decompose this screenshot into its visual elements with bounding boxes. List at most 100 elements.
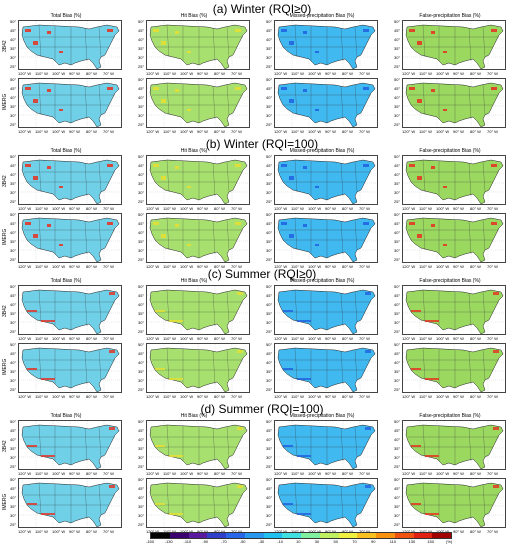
lat-label: 30°: [266, 378, 273, 383]
lat-label: 30°: [394, 455, 401, 460]
lat-label: 50°: [138, 19, 145, 24]
lon-label: 110° W: [35, 71, 48, 76]
lon-label: 120° W: [402, 336, 416, 341]
lon-label: 70° W: [231, 71, 242, 76]
lon-label: 90° W: [197, 471, 208, 476]
lat-label: 40°: [266, 495, 273, 500]
lon-label: 110° W: [291, 206, 304, 211]
lon-label: 90° W: [453, 264, 464, 269]
lon-label: 70° W: [487, 471, 498, 476]
lon-label: 120° W: [18, 71, 32, 76]
lat-label: 35°: [394, 239, 401, 244]
lon-label: 80° W: [86, 471, 97, 476]
lat-label: 45°: [394, 163, 401, 168]
lat-label: 30°: [138, 248, 145, 253]
lon-label: 70° W: [103, 471, 114, 476]
map-panel: Total Bias (%) 50° 45° 40° 35° 30° 25° 120° W 11…: [10, 13, 122, 78]
lat-label: 35°: [394, 504, 401, 509]
lon-label: 70° W: [103, 264, 114, 269]
lat-label: 45°: [138, 351, 145, 356]
lon-label: 90° W: [69, 129, 80, 134]
map-panel: Total Bias (%) 50° 45° 40° 35° 30° 25° 120° W 11…: [10, 413, 122, 478]
lat-label: 45°: [266, 163, 273, 168]
row-label: IMERG: [2, 228, 8, 245]
lon-label: 80° W: [86, 206, 97, 211]
lon-label: 80° W: [214, 471, 225, 476]
lon-label: 110° W: [291, 336, 304, 341]
lon-label: 90° W: [197, 394, 208, 399]
colorbar-segment: [357, 533, 376, 538]
lon-label: 80° W: [470, 71, 481, 76]
lon-label: 70° W: [231, 264, 242, 269]
lat-label: 45°: [394, 28, 401, 33]
lat-label: 30°: [138, 513, 145, 518]
lat-label: 25°: [394, 64, 401, 69]
lat-label: 35°: [10, 446, 17, 451]
panel-title: False-precipitation Bias (%): [419, 413, 481, 419]
lat-label: 45°: [138, 221, 145, 226]
lon-label: 120° W: [146, 529, 160, 534]
lat-label: 45°: [138, 428, 145, 433]
lon-label: 90° W: [69, 529, 80, 534]
lat-label: 35°: [138, 239, 145, 244]
lon-label: 100° W: [52, 336, 66, 341]
us-map: [146, 213, 250, 263]
lon-label: 90° W: [453, 71, 464, 76]
colorbar-segment: [394, 533, 414, 538]
lon-label: 110° W: [35, 264, 48, 269]
lon-label: 70° W: [231, 529, 242, 534]
us-map: [402, 343, 506, 393]
us-map: [402, 78, 506, 128]
lon-label: 80° W: [86, 129, 97, 134]
colorbar-tick: -10: [277, 539, 284, 544]
lat-label: 50°: [138, 154, 145, 159]
panel-title: Total Bias (%): [50, 148, 82, 154]
lat-label: 40°: [138, 37, 145, 42]
lat-label: 45°: [10, 28, 17, 33]
lon-label: 90° W: [325, 394, 336, 399]
lon-label: 70° W: [359, 264, 370, 269]
lat-label: 25°: [138, 522, 145, 527]
lon-label: 110° W: [163, 129, 176, 134]
map-panel: Missed-precipitation Bias (%) 50° 45° 40° 35…: [266, 413, 378, 478]
lat-label: 30°: [394, 113, 401, 118]
panel-title: Missed-precipitation Bias (%): [289, 278, 355, 284]
lat-label: 25°: [394, 257, 401, 262]
colorbar-segment: [169, 533, 189, 538]
lon-label: 120° W: [18, 529, 32, 534]
lon-label: 100° W: [436, 206, 450, 211]
lat-label: 50°: [266, 419, 273, 424]
lat-label: 45°: [10, 163, 17, 168]
lon-label: 110° W: [291, 264, 304, 269]
lon-label: 110° W: [291, 394, 304, 399]
lat-label: 50°: [266, 342, 273, 347]
lon-label: 110° W: [291, 129, 304, 134]
lon-label: 80° W: [470, 264, 481, 269]
lon-label: 70° W: [487, 336, 498, 341]
lat-label: 30°: [266, 248, 273, 253]
lat-label: 45°: [266, 351, 273, 356]
lon-label: 100° W: [52, 129, 66, 134]
lat-label: 30°: [266, 55, 273, 60]
lon-label: 70° W: [487, 394, 498, 399]
map-panel: 50° 45° 40° 35° 30° 25° 120° W 110° W 100° W 90° …: [266, 212, 378, 271]
lon-label: 70° W: [231, 394, 242, 399]
lon-label: 110° W: [163, 336, 176, 341]
lon-label: 100° W: [308, 71, 322, 76]
lon-label: 100° W: [180, 336, 194, 341]
lon-label: 120° W: [402, 264, 416, 269]
panel-title: Missed-precipitation Bias (%): [289, 13, 355, 19]
lat-label: 45°: [138, 163, 145, 168]
lon-label: 80° W: [470, 471, 481, 476]
lon-label: 110° W: [163, 471, 176, 476]
map-panel: 50° 45° 40° 35° 30° 25° 120° W 110° W 100° W 90° …: [138, 342, 250, 401]
colorbar-tick: -70: [221, 539, 227, 544]
lon-label: 110° W: [35, 206, 48, 211]
lat-label: 30°: [10, 320, 17, 325]
lon-label: 100° W: [180, 206, 194, 211]
lon-label: 120° W: [274, 206, 288, 211]
lon-label: 100° W: [436, 264, 450, 269]
lat-label: 30°: [138, 378, 145, 383]
lon-label: 80° W: [342, 471, 353, 476]
us-map: [146, 155, 250, 205]
